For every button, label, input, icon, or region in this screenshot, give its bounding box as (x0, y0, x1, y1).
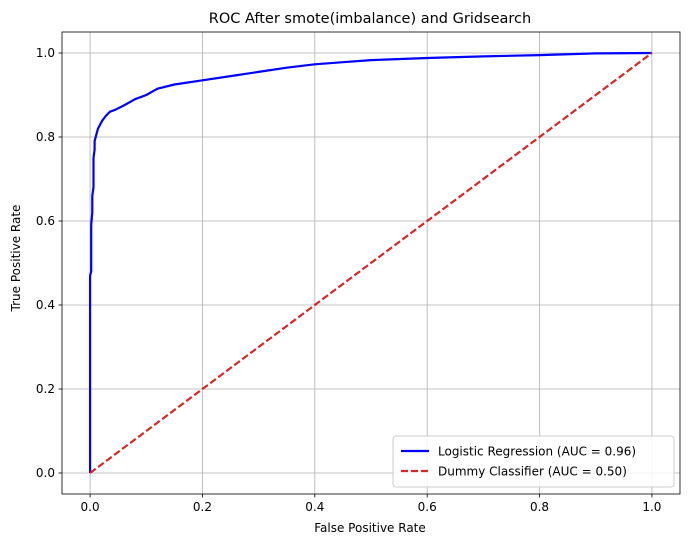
y-tick-label: 0.6 (36, 214, 55, 228)
x-tick-label: 0.0 (81, 500, 100, 514)
x-tick-label: 0.2 (193, 500, 212, 514)
x-tick-label: 1.0 (642, 500, 661, 514)
series-line-2 (89, 52, 653, 474)
y-axis-label: True Positive Rate (9, 205, 23, 313)
x-tick-label: 0.6 (418, 500, 437, 514)
legend-box (392, 435, 675, 488)
x-tick-label: 0.8 (530, 500, 549, 514)
y-tick-label: 0.4 (36, 298, 55, 312)
plot-area (61, 31, 681, 495)
legend-label-1: Logistic Regression (AUC = 0.96) (438, 445, 636, 459)
y-tick-label: 0.0 (36, 466, 55, 480)
legend: Logistic Regression (AUC = 0.96) Dummy Cl… (392, 435, 675, 488)
legend-label-2: Dummy Classifier (AUC = 0.50) (438, 465, 627, 479)
series-line-1 (88, 51, 652, 473)
y-tick-label: 0.2 (36, 382, 55, 396)
grid (62, 32, 680, 494)
chart-title: ROC After smote(imbalance) and Gridsearc… (209, 11, 531, 27)
x-axis-label: False Positive Rate (314, 521, 426, 535)
ticks: 0.0 0.2 0.4 0.6 0.8 1.0 0.0 0.2 0.4 0.6 0.8 1.0 (36, 46, 662, 514)
series-layer (88, 51, 653, 474)
y-tick-label: 1.0 (36, 46, 55, 60)
y-tick-label: 0.8 (36, 130, 55, 144)
x-tick-label: 0.4 (305, 500, 324, 514)
